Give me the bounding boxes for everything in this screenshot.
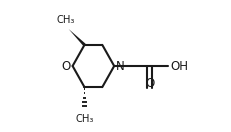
Text: O: O xyxy=(61,60,71,72)
Text: O: O xyxy=(145,77,155,90)
Text: CH₃: CH₃ xyxy=(75,114,94,124)
Text: CH₃: CH₃ xyxy=(57,15,75,25)
Polygon shape xyxy=(69,29,86,46)
Text: OH: OH xyxy=(170,60,188,72)
Text: N: N xyxy=(116,60,125,72)
